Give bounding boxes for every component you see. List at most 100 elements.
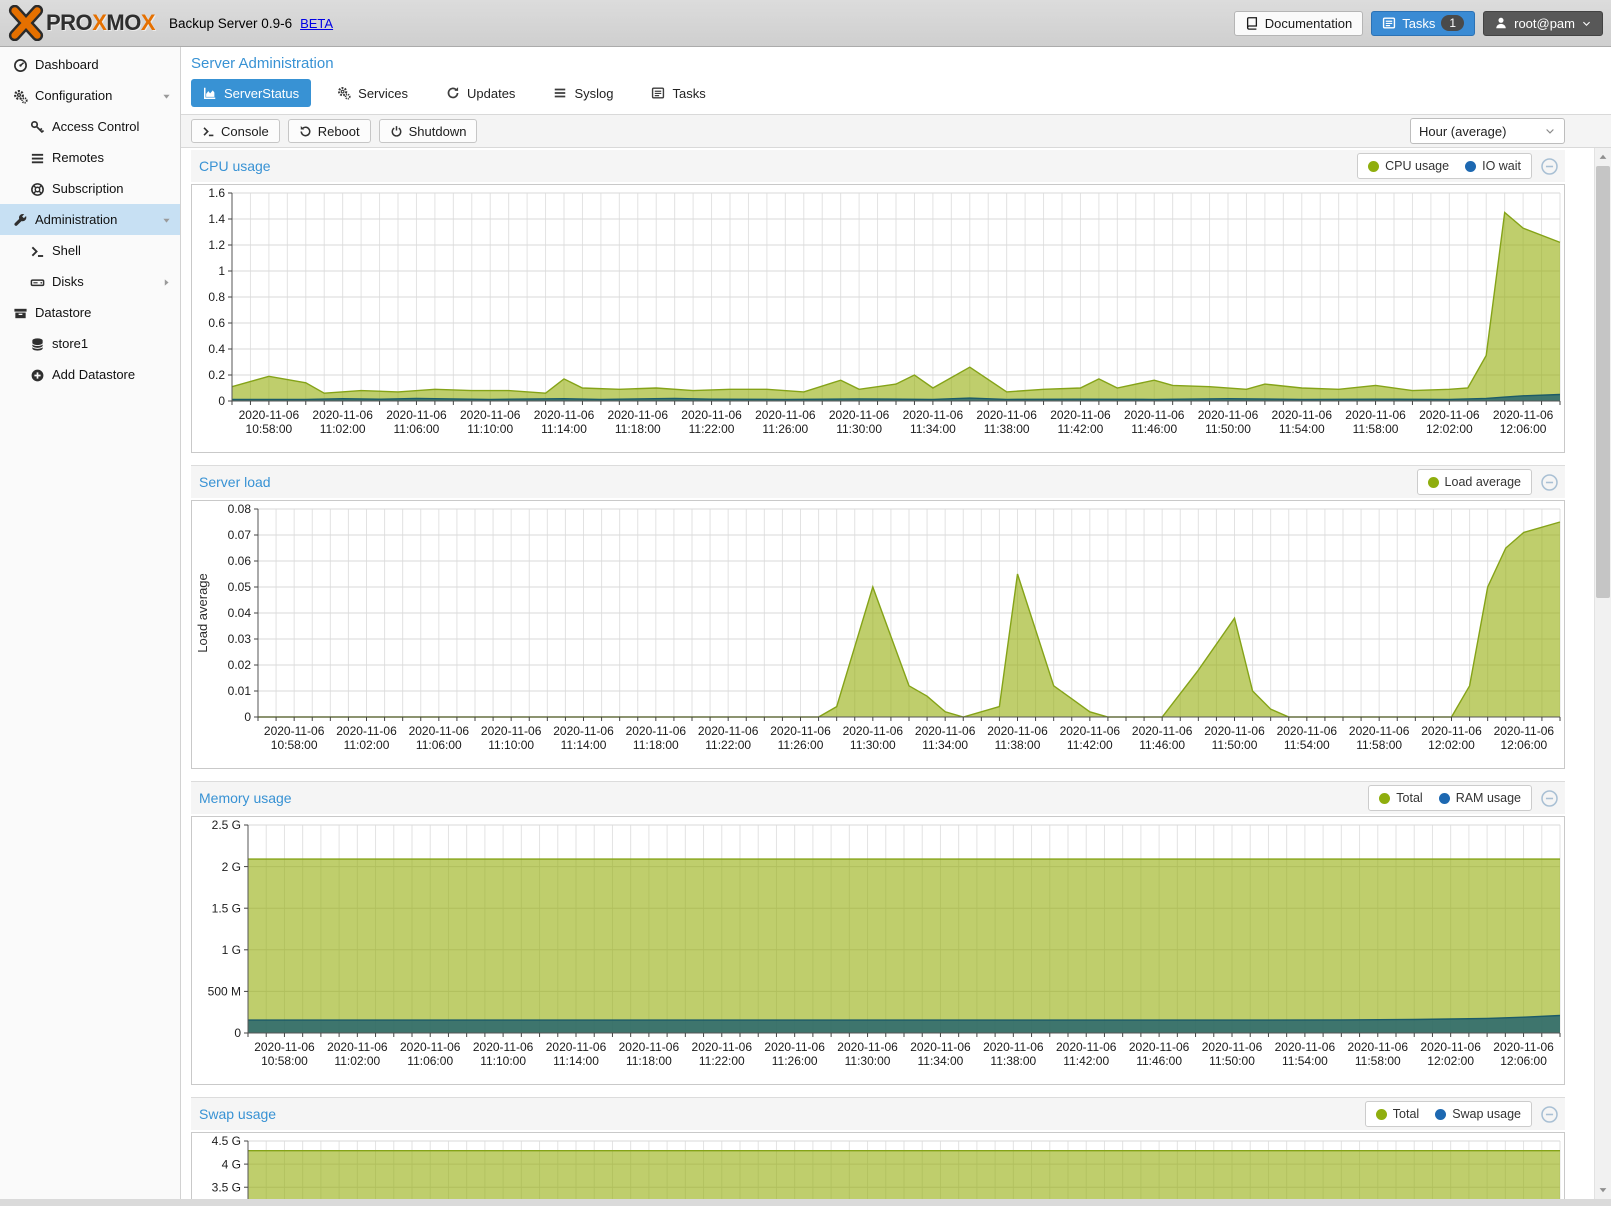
collapse-panel-icon[interactable] <box>1540 789 1559 808</box>
sidebar-item-access-control[interactable]: Access Control <box>0 111 180 142</box>
collapse-panel-icon[interactable] <box>1540 157 1559 176</box>
sidebar-item-store1[interactable]: store1 <box>0 328 180 359</box>
svg-text:11:38:00: 11:38:00 <box>995 738 1041 752</box>
tab-tasks[interactable]: Tasks <box>639 79 717 107</box>
sidebar-item-add-datastore[interactable]: Add Datastore <box>0 359 180 390</box>
legend-item[interactable]: RAM usage <box>1438 791 1521 805</box>
svg-text:11:14:00: 11:14:00 <box>561 738 607 752</box>
svg-text:12:06:00: 12:06:00 <box>1500 422 1547 436</box>
toolbar-buttons: Console Reboot Shutdown <box>191 119 485 143</box>
svg-text:2020-11-06: 2020-11-06 <box>254 1040 315 1054</box>
sidebar-item-label: Access Control <box>52 119 140 134</box>
tab-label: Tasks <box>672 85 706 101</box>
chart-legend: Load average <box>1416 469 1532 495</box>
chart-panel-load: Server load Load average 0.08 0.07 0.06 0.0… <box>191 465 1565 769</box>
scroll-down-icon[interactable] <box>1595 1182 1611 1198</box>
shutdown-button[interactable]: Shutdown <box>378 119 478 143</box>
caret-down-icon <box>161 88 172 103</box>
beta-link[interactable]: BETA <box>300 15 334 31</box>
console-button[interactable]: Console <box>191 119 280 143</box>
svg-text:0.2: 0.2 <box>208 368 225 382</box>
sidebar-item-dashboard[interactable]: Dashboard <box>0 49 180 80</box>
tab-updates[interactable]: Updates <box>434 79 527 107</box>
svg-text:0.03: 0.03 <box>228 632 252 646</box>
svg-text:11:30:00: 11:30:00 <box>836 422 882 436</box>
sidebar-item-remotes[interactable]: Remotes <box>0 142 180 173</box>
chevron-down-icon <box>1581 18 1592 29</box>
svg-text:2020-11-06: 2020-11-06 <box>903 408 964 422</box>
svg-text:11:26:00: 11:26:00 <box>772 1054 818 1068</box>
svg-text:2020-11-06: 2020-11-06 <box>770 724 831 738</box>
collapse-panel-icon[interactable] <box>1540 1105 1559 1124</box>
documentation-button[interactable]: Documentation <box>1233 10 1364 36</box>
svg-text:10:58:00: 10:58:00 <box>261 1054 308 1068</box>
sidebar-item-label: store1 <box>52 336 89 351</box>
svg-text:4.5 G: 4.5 G <box>212 1134 241 1148</box>
svg-text:2020-11-06: 2020-11-06 <box>681 408 742 422</box>
legend-item[interactable]: CPU usage <box>1368 159 1449 173</box>
svg-text:2020-11-06: 2020-11-06 <box>1124 408 1185 422</box>
svg-text:2020-11-06: 2020-11-06 <box>626 724 687 738</box>
svg-text:2020-11-06: 2020-11-06 <box>915 724 976 738</box>
svg-text:2020-11-06: 2020-11-06 <box>1345 408 1406 422</box>
svg-text:0.01: 0.01 <box>228 684 252 698</box>
svg-text:11:30:00: 11:30:00 <box>845 1054 891 1068</box>
svg-text:11:06:00: 11:06:00 <box>407 1054 453 1068</box>
svg-text:2020-11-06: 2020-11-06 <box>1050 408 1111 422</box>
svg-text:11:58:00: 11:58:00 <box>1353 422 1399 436</box>
legend-item[interactable]: Swap usage <box>1435 1107 1521 1121</box>
svg-text:11:14:00: 11:14:00 <box>553 1054 599 1068</box>
wrench-icon <box>13 213 28 228</box>
chart-panel-header: Server load Load average <box>191 466 1565 498</box>
tab-syslog[interactable]: Syslog <box>541 79 625 107</box>
legend-dot-icon <box>1427 476 1439 488</box>
lifering-icon <box>30 182 45 197</box>
svg-text:0.05: 0.05 <box>228 580 252 594</box>
svg-text:2020-11-06: 2020-11-06 <box>534 408 595 422</box>
user-menu-button[interactable]: root@pam <box>1483 10 1603 36</box>
legend-label: CPU usage <box>1385 159 1450 173</box>
svg-text:2020-11-06: 2020-11-06 <box>386 408 447 422</box>
chart-plot-load: 0.08 0.07 0.06 0.05 0.04 0.03 0.02 0.01 0 2020-11… <box>191 500 1565 769</box>
svg-text:4 G: 4 G <box>222 1157 241 1171</box>
reboot-button[interactable]: Reboot <box>287 119 371 143</box>
sidebar-item-configuration[interactable]: Configuration <box>0 80 180 111</box>
scrollbar-thumb[interactable] <box>1596 166 1610 598</box>
svg-text:11:18:00: 11:18:00 <box>626 1054 672 1068</box>
legend-label: RAM usage <box>1455 791 1521 805</box>
legend-item[interactable]: Total <box>1375 1107 1419 1121</box>
legend-item[interactable]: Load average <box>1427 475 1521 489</box>
svg-text:11:10:00: 11:10:00 <box>467 422 513 436</box>
sidebar-item-administration[interactable]: Administration <box>0 204 180 235</box>
timeframe-select[interactable]: Hour (average) <box>1410 118 1565 144</box>
tab-serverstatus[interactable]: ServerStatus <box>191 79 312 107</box>
chart-panels: CPU usage CPU usage IO wait 1.6 1.4 1.2 1 0.… <box>181 150 1611 1199</box>
collapse-panel-icon[interactable] <box>1540 473 1559 492</box>
legend-dot-icon <box>1435 1108 1447 1120</box>
svg-text:11:18:00: 11:18:00 <box>633 738 679 752</box>
chart-panel-memory: Memory usage Total RAM usage 2.5 G 2 G 1.5… <box>191 781 1565 1085</box>
svg-text:1.2: 1.2 <box>208 238 225 252</box>
svg-text:11:30:00: 11:30:00 <box>850 738 896 752</box>
svg-text:11:50:00: 11:50:00 <box>1205 422 1251 436</box>
svg-text:2020-11-06: 2020-11-06 <box>987 724 1048 738</box>
tab-services[interactable]: Services <box>325 79 420 107</box>
sidebar-item-subscription[interactable]: Subscription <box>0 173 180 204</box>
svg-text:2020-11-06: 2020-11-06 <box>409 724 470 738</box>
toolbar: Console Reboot Shutdown Hour (average) <box>181 114 1611 148</box>
chart-legend: CPU usage IO wait <box>1357 153 1532 179</box>
tasks-button[interactable]: Tasks 1 <box>1371 10 1476 36</box>
sidebar-item-label: Configuration <box>35 88 113 103</box>
sidebar-item-shell[interactable]: Shell <box>0 235 180 266</box>
legend-item[interactable]: IO wait <box>1465 159 1521 173</box>
sidebar-item-datastore[interactable]: Datastore <box>0 297 180 328</box>
svg-text:11:10:00: 11:10:00 <box>480 1054 526 1068</box>
svg-text:2020-11-06: 2020-11-06 <box>1129 1040 1190 1054</box>
tab-label: Services <box>358 85 409 101</box>
tasks-badge: 1 <box>1441 15 1465 31</box>
svg-text:11:46:00: 11:46:00 <box>1131 422 1177 436</box>
legend-item[interactable]: Total <box>1379 791 1423 805</box>
sidebar-item-disks[interactable]: Disks <box>0 266 180 297</box>
toolbar-button-label: Shutdown <box>408 123 467 139</box>
scroll-up-icon[interactable] <box>1595 149 1611 165</box>
